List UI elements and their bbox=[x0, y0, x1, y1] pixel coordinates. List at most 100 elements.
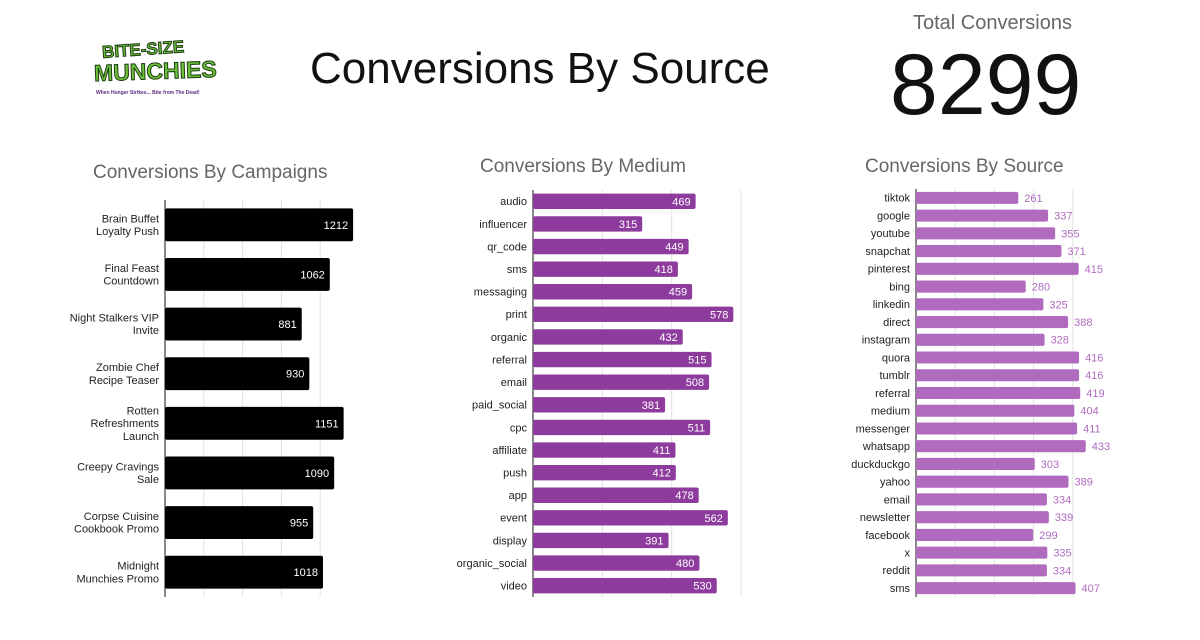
value-label: 930 bbox=[286, 369, 304, 381]
category-label: Creepy Cravings bbox=[77, 461, 159, 473]
value-label: 419 bbox=[1086, 388, 1104, 400]
category-label: Munchies Promo bbox=[76, 573, 159, 585]
value-label: 280 bbox=[1032, 282, 1050, 294]
value-label: 480 bbox=[676, 558, 694, 570]
campaigns-chart-title: Conversions By Campaigns bbox=[93, 162, 328, 183]
category-label: youtube bbox=[871, 228, 910, 240]
bar bbox=[165, 258, 330, 291]
category-label: Launch bbox=[123, 431, 159, 443]
category-label: sms bbox=[890, 583, 911, 595]
category-label: push bbox=[503, 467, 527, 479]
category-label: instagram bbox=[862, 335, 910, 347]
bar bbox=[533, 464, 676, 481]
bar bbox=[916, 404, 1075, 417]
bar bbox=[533, 532, 669, 549]
value-label: 478 bbox=[675, 490, 693, 502]
value-label: 955 bbox=[290, 518, 308, 530]
value-label: 325 bbox=[1049, 299, 1067, 311]
bar bbox=[533, 238, 689, 255]
value-label: 404 bbox=[1080, 406, 1098, 418]
category-label: duckduckgo bbox=[851, 459, 910, 471]
bar bbox=[533, 555, 700, 571]
bar bbox=[165, 307, 302, 341]
value-label: 1212 bbox=[324, 220, 348, 232]
value-label: 389 bbox=[1074, 477, 1092, 489]
value-label: 515 bbox=[688, 355, 706, 367]
bar bbox=[533, 442, 676, 458]
value-label: 411 bbox=[653, 445, 671, 457]
bar bbox=[916, 209, 1049, 222]
bar bbox=[533, 216, 643, 232]
category-label: audio bbox=[500, 196, 527, 208]
category-label: influencer bbox=[479, 219, 527, 231]
value-label: 1062 bbox=[300, 269, 324, 281]
category-label: Brain Buffet bbox=[102, 213, 159, 225]
value-label: 407 bbox=[1082, 583, 1100, 595]
category-label: Zombie Chef bbox=[96, 362, 160, 374]
bar bbox=[533, 397, 666, 413]
category-label: email bbox=[884, 494, 910, 506]
category-label: Loyalty Push bbox=[96, 226, 159, 238]
value-label: 261 bbox=[1024, 193, 1042, 205]
category-label: snapchat bbox=[865, 246, 910, 258]
bar bbox=[533, 487, 699, 503]
bar bbox=[165, 555, 323, 589]
bar bbox=[533, 261, 678, 277]
category-label: Countdown bbox=[103, 276, 159, 288]
category-label: quora bbox=[882, 352, 911, 364]
category-label: sms bbox=[507, 264, 528, 276]
value-label: 381 bbox=[642, 400, 660, 412]
value-label: 412 bbox=[652, 468, 670, 480]
bar bbox=[916, 493, 1047, 506]
bar bbox=[916, 511, 1049, 524]
category-label: email bbox=[501, 377, 527, 389]
bar bbox=[165, 357, 310, 391]
category-label: tumblr bbox=[879, 370, 910, 382]
category-label: affiliate bbox=[492, 445, 527, 457]
bar bbox=[916, 262, 1079, 275]
value-label: 334 bbox=[1053, 494, 1071, 506]
bar bbox=[916, 564, 1047, 577]
bar bbox=[533, 193, 696, 209]
value-label: 508 bbox=[686, 377, 704, 389]
category-label: qr_code bbox=[487, 241, 527, 253]
category-label: tiktok bbox=[884, 193, 910, 205]
value-label: 388 bbox=[1074, 317, 1092, 329]
value-label: 335 bbox=[1053, 548, 1071, 560]
brand-logo: BITE-SIZE MUNCHIES When Hunger Strikes..… bbox=[92, 37, 218, 106]
bar bbox=[533, 578, 717, 594]
bar bbox=[533, 284, 693, 300]
category-label: x bbox=[905, 548, 911, 560]
category-label: newsletter bbox=[860, 512, 910, 524]
value-label: 315 bbox=[619, 219, 637, 231]
value-label: 303 bbox=[1041, 459, 1059, 471]
bar bbox=[916, 582, 1076, 595]
medium-chart-title: Conversions By Medium bbox=[480, 156, 686, 177]
value-label: 418 bbox=[655, 264, 673, 276]
bar bbox=[916, 440, 1086, 453]
category-label: Corpse Cuisine bbox=[84, 511, 159, 523]
bar bbox=[916, 280, 1026, 293]
total-conversions-label: Total Conversions bbox=[913, 12, 1072, 34]
category-label: organic_social bbox=[457, 558, 527, 570]
value-label: 1090 bbox=[305, 468, 329, 480]
category-label: print bbox=[506, 309, 527, 321]
category-label: whatsapp bbox=[862, 441, 910, 453]
category-label: referral bbox=[875, 388, 910, 400]
category-label: Invite bbox=[133, 325, 159, 337]
category-label: cpc bbox=[510, 422, 528, 434]
bar bbox=[533, 351, 712, 368]
value-label: 339 bbox=[1055, 512, 1073, 524]
value-label: 578 bbox=[710, 309, 728, 321]
value-label: 449 bbox=[665, 241, 683, 253]
category-label: Night Stalkers VIP bbox=[70, 313, 159, 325]
total-conversions-value: 8299 bbox=[890, 37, 1082, 133]
category-label: Midnight bbox=[117, 561, 159, 573]
value-label: 334 bbox=[1053, 565, 1071, 577]
category-label: Final Feast bbox=[105, 263, 159, 275]
value-label: 511 bbox=[688, 422, 706, 434]
category-label: google bbox=[877, 210, 910, 222]
logo-tagline: When Hunger Strikes... Bite from The Dea… bbox=[96, 90, 200, 96]
bar bbox=[165, 406, 344, 440]
